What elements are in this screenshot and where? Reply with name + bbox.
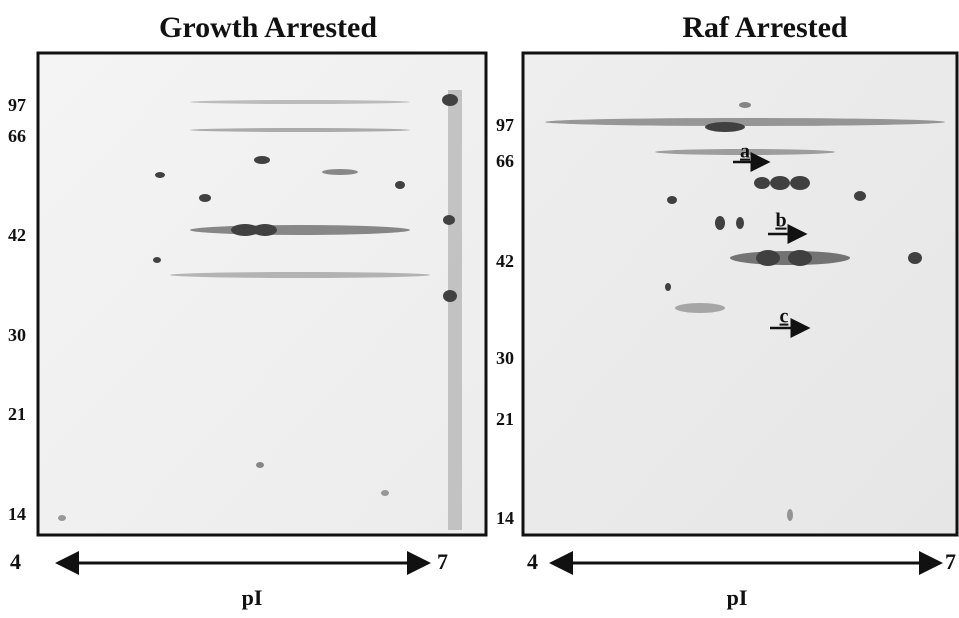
pi-start: 4: [527, 549, 538, 574]
mw-label: 66: [496, 151, 514, 171]
spot-label: a: [740, 141, 750, 163]
spot-label: b: [775, 210, 786, 232]
gel-image: [36, 51, 488, 537]
mw-label: 30: [8, 325, 26, 345]
mw-label: 42: [8, 225, 26, 245]
mw-label: 21: [8, 404, 26, 424]
pi-end: 7: [945, 549, 956, 574]
mw-label: 42: [496, 251, 514, 271]
spot-markers: a b c: [733, 141, 811, 338]
mw-labels: 97 66 42 30 21 14: [496, 115, 514, 528]
mw-label: 30: [496, 348, 514, 368]
mw-label: 21: [496, 409, 514, 429]
mw-label: 14: [496, 508, 514, 528]
axis-label: pI: [727, 585, 748, 610]
mw-label: 97: [496, 115, 514, 135]
gel-image: [521, 51, 959, 537]
mw-label: 14: [8, 504, 26, 524]
pi-end: 7: [437, 549, 448, 574]
panel-title: Growth Arrested: [159, 11, 377, 44]
panel-title: Raf Arrested: [682, 11, 848, 44]
mw-labels: 97 66 42 30 21 14: [8, 95, 26, 524]
mw-label: 97: [8, 95, 26, 115]
axis-label: pI: [242, 585, 263, 610]
mw-label: 66: [8, 126, 26, 146]
spot-label: c: [780, 306, 789, 328]
pi-start: 4: [10, 549, 21, 574]
